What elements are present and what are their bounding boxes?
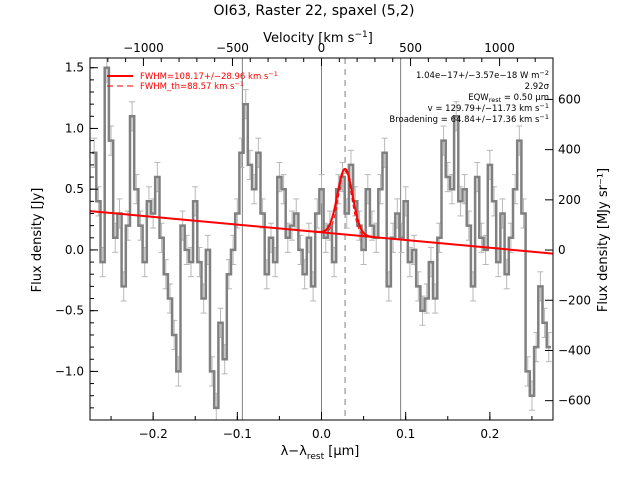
- y-tick-label: 0.0: [65, 243, 84, 257]
- x-tick-label: 0.1: [396, 427, 415, 441]
- annotation-text: Broadening = 64.84+/−17.36 km s−1: [389, 113, 549, 125]
- annotation-sup: −1: [539, 113, 549, 121]
- x-tick-label: 0.0: [312, 427, 331, 441]
- annotation-main: 2.92σ: [525, 82, 550, 92]
- figure-title: OI63, Raster 22, spaxel (5,2): [214, 3, 415, 19]
- x2-tick-label: −1000: [123, 41, 164, 55]
- x-tick-label: 0.2: [480, 427, 499, 441]
- x2-tick-label: 0: [318, 41, 326, 55]
- legend-text-main: FWHM=108.17+/−28.96 km s: [140, 72, 269, 82]
- plot-frame: [89, 57, 554, 421]
- y2-tick-label: 400: [558, 143, 581, 157]
- annotation-main: v = 129.79+/−11.73 km s: [428, 104, 540, 114]
- annotation-sup: −1: [539, 102, 549, 110]
- x2-tick-label: −500: [216, 41, 249, 55]
- legend-text-sup: −1: [268, 70, 278, 78]
- x2-tick-label: 1000: [484, 41, 515, 55]
- y2-tick-label: 200: [558, 193, 581, 207]
- legend-text-sup: −1: [234, 80, 244, 88]
- y-tick-label: 0.5: [65, 182, 84, 196]
- y2-tick-label: 0: [558, 243, 566, 257]
- axis-ticks: −0.2 −0.1 0.0 0.1 0.2 −1000 −500 0 500 1000 −1.0 −0…: [55, 41, 591, 441]
- annotation-main: Broadening = 64.84+/−17.36 km s: [389, 115, 540, 125]
- annotation-text: v = 129.79+/−11.73 km s−1: [428, 102, 549, 114]
- annotation-text: 1.04e−17+/−3.57e−18 W m−2: [416, 69, 549, 81]
- y2-tick-label: −400: [558, 343, 591, 357]
- x-tick-label: −0.1: [223, 427, 252, 441]
- y-tick-label: 1.5: [65, 61, 84, 75]
- annotation-text: EQWrest = 0.50 μm: [468, 93, 549, 104]
- legend-text-main: FWHM_th=88.57 km s: [140, 82, 235, 92]
- y-tick-label: −0.5: [55, 304, 84, 318]
- y2-tick-label: −600: [558, 394, 591, 408]
- annotation-main: 1.04e−17+/−3.57e−18 W m: [416, 71, 539, 81]
- gaussian-thermal-line: [314, 170, 376, 238]
- plot-area: [90, 58, 553, 420]
- y2-tick-label: 600: [558, 92, 581, 106]
- annotation-text: 2.92σ: [525, 82, 550, 92]
- annotation-sup: −2: [539, 69, 549, 77]
- left-axis-label: Flux density [Jy]: [30, 188, 45, 293]
- y-tick-label: −1.0: [55, 364, 84, 378]
- bottom-axis-label: λ−λrest [μm]: [281, 444, 360, 462]
- annotation-sub: rest: [489, 96, 502, 104]
- plot-clipped-group: [90, 58, 553, 420]
- right-axis-label: Flux density [MJy sr⁻¹]: [596, 168, 611, 312]
- legend: FWHM=108.17+/−28.96 km s−1FWHM_th=88.57 …: [107, 70, 278, 92]
- x-tick-label: −0.2: [139, 427, 168, 441]
- legend-text: FWHM=108.17+/−28.96 km s−1: [140, 70, 278, 82]
- y2-tick-label: −200: [558, 293, 591, 307]
- spectrum-step-line: [92, 66, 551, 410]
- x2-tick-label: 500: [399, 41, 422, 55]
- annotation-tail: = 0.50 μm: [501, 93, 549, 103]
- top-axis-label: Velocity [km s−1]: [263, 30, 373, 46]
- annotation-main: EQW: [468, 93, 489, 103]
- y-tick-label: 1.0: [65, 121, 84, 135]
- gaussian-fit-line: [314, 167, 376, 239]
- legend-text: FWHM_th=88.57 km s−1: [140, 80, 244, 92]
